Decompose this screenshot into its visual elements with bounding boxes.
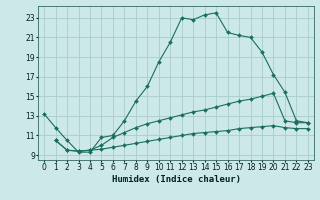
X-axis label: Humidex (Indice chaleur): Humidex (Indice chaleur) bbox=[111, 175, 241, 184]
